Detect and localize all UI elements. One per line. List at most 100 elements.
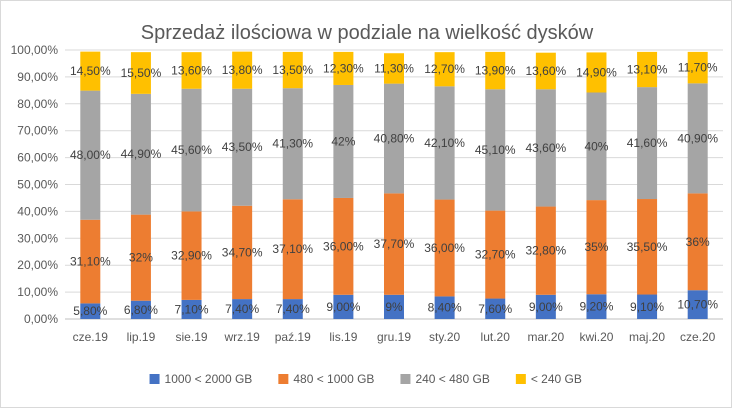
data-label: 13,10% [627,63,668,77]
x-tick-label: wrz.19 [223,330,260,344]
y-tick-label: 60,00% [17,151,58,165]
data-label: 43,60% [525,141,566,155]
y-tick-label: 50,00% [17,178,58,192]
bar-segment [637,294,658,319]
bar-segment [333,197,354,295]
bar-segment [485,89,506,211]
bar-segment [434,199,455,297]
bar-segment [181,88,202,212]
x-tick-label: gru.19 [377,330,411,344]
data-label: 13,60% [171,63,212,77]
bar-segment [485,51,506,90]
data-label: 37,70% [374,237,415,251]
x-axis: cze.19 lip.19 sie.19 wrz.19 paź.19 lis.19 gru.… [73,330,716,344]
data-label: 36% [686,235,710,249]
x-tick-label: lis.19 [329,330,357,344]
data-label: 44,90% [121,147,162,161]
x-tick-label: lut.20 [481,330,511,344]
data-label: 11,70% [678,61,718,75]
bar-segment [687,83,708,194]
bar-segment [384,83,404,194]
bar-segment [181,211,202,300]
data-label: 9% [385,300,403,314]
bar-segment [485,210,506,299]
y-tick-label: 70,00% [17,124,58,138]
data-label: 11,30% [374,61,414,75]
bar-segment [80,51,101,91]
bar-segment [181,52,202,89]
x-tick-label: kwi.20 [579,330,613,344]
bar-segment [586,52,607,93]
legend-swatch [278,374,289,384]
bar-segment [586,294,607,319]
bar-segment [130,93,151,215]
bar-segment [637,51,658,88]
bar-segment [80,219,101,304]
data-label: 5,80% [73,304,107,318]
y-tick-label: 30,00% [17,231,58,245]
data-label: 9,00% [326,300,360,314]
bar-segment [181,299,202,319]
bar-segment [687,290,708,319]
data-label: 9,00% [529,300,563,314]
legend-swatch [400,374,411,384]
data-label: 40,80% [374,132,415,146]
data-label: 13,60% [525,64,566,78]
bars [80,51,708,319]
data-label: 15,50% [121,66,162,80]
data-label: 10,70% [677,298,718,312]
data-label: 13,90% [475,64,516,78]
y-axis: 0,00% 10,00% 20,00% 30,00% 40,00% 50,00% 60,00… [11,43,59,326]
data-label: 42,10% [424,136,465,150]
bar-segment [384,193,404,295]
legend: 1000 < 2000 GB 480 < 1000 GB 240 < 480 GB <… [149,372,582,386]
x-tick-label: sie.19 [176,330,208,344]
y-tick-label: 40,00% [17,204,58,218]
y-tick-label: 80,00% [17,97,58,111]
data-label: 13,80% [222,63,263,77]
bar-segment [232,205,253,300]
bar-segment [282,88,303,200]
chart-title: Sprzedaż ilościowa w podziale na wielkoś… [141,22,594,44]
bar-segment [80,303,101,319]
data-label: 31,10% [70,255,111,269]
data-label: 45,60% [171,143,212,157]
bar-segment [232,51,253,89]
bar-segment [130,214,151,301]
bar-segment [535,52,556,90]
y-tick-label: 90,00% [17,70,58,84]
data-label: 41,30% [272,137,313,151]
x-tick-label: cze.19 [73,330,109,344]
data-label: 14,90% [576,65,617,79]
data-label: 40% [584,139,608,153]
bar-segment [687,193,708,291]
data-label: 37,10% [272,242,313,256]
x-tick-label: paź.19 [275,330,311,344]
bar-segment [535,206,556,295]
data-label: 12,70% [424,62,465,76]
data-label: 9,20% [579,300,613,314]
bar-segment [637,87,658,200]
bar-segment [384,294,404,319]
data-label: 43,50% [222,140,263,154]
data-label: 42% [331,134,355,148]
legend-swatch [149,374,160,384]
bar-segment [333,51,354,85]
x-tick-label: lip.19 [127,330,156,344]
x-tick-label: maj.20 [629,330,665,344]
bar-segment [384,53,404,84]
data-label: 32,90% [171,249,212,263]
legend-label: 240 < 480 GB [415,372,489,386]
legend-swatch [515,374,526,384]
data-label: 36,00% [424,241,465,255]
bar-segment [80,90,101,220]
data-label: 7,40% [276,302,310,316]
bar-segment [535,294,556,319]
data-label: 48,00% [70,148,111,162]
bar-segment [333,84,354,198]
bar-segment [282,199,303,300]
data-label: 40,90% [677,131,718,145]
bar-segment [637,199,658,295]
data-label: 14,50% [70,64,111,78]
